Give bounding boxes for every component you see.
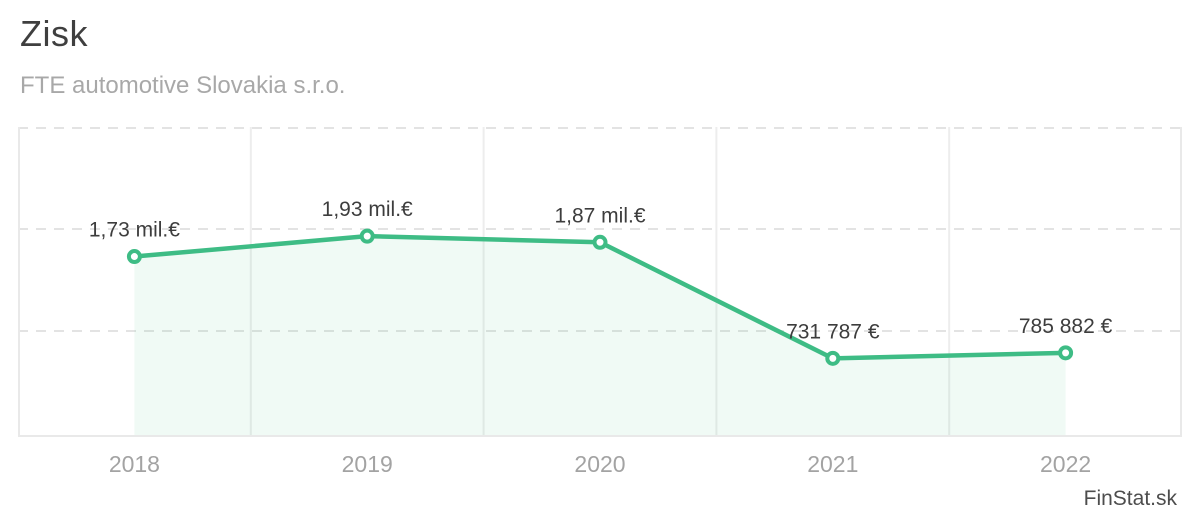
point-value-label: 1,73 mil.€ [89, 219, 180, 242]
area-fill [134, 236, 1066, 437]
data-point-marker[interactable] [359, 228, 375, 244]
x-axis: 2018 2019 2020 2021 2022 [18, 451, 1182, 478]
chart-title: Zisk [20, 13, 88, 54]
point-value-label: 731 787 € [786, 320, 880, 343]
data-point-marker[interactable] [126, 249, 142, 265]
x-axis-label: 2018 [108, 451, 160, 477]
data-point-marker[interactable] [1058, 345, 1074, 361]
x-axis-label: 2021 [807, 451, 859, 477]
chart-subtitle: FTE automotive Slovakia s.r.o. [20, 72, 346, 99]
x-axis-label: 2022 [1040, 451, 1092, 477]
plot-area: 1,73 mil.€ 1,93 mil.€ 1,87 mil.€ 731 787 € 7… [18, 127, 1182, 437]
x-axis-label: 2020 [574, 451, 626, 477]
x-axis-label: 2019 [341, 451, 393, 477]
point-value-label: 1,93 mil.€ [322, 198, 413, 221]
point-value-label: 785 882 € [1019, 315, 1113, 338]
profit-line-chart: 1,73 mil.€ 1,93 mil.€ 1,87 mil.€ 731 787 € 7… [18, 127, 1182, 437]
data-point-marker[interactable] [592, 234, 608, 250]
finstat-watermark: FinStat.sk [1083, 487, 1177, 510]
data-point-marker[interactable] [825, 350, 841, 366]
point-value-label: 1,87 mil.€ [554, 204, 645, 227]
